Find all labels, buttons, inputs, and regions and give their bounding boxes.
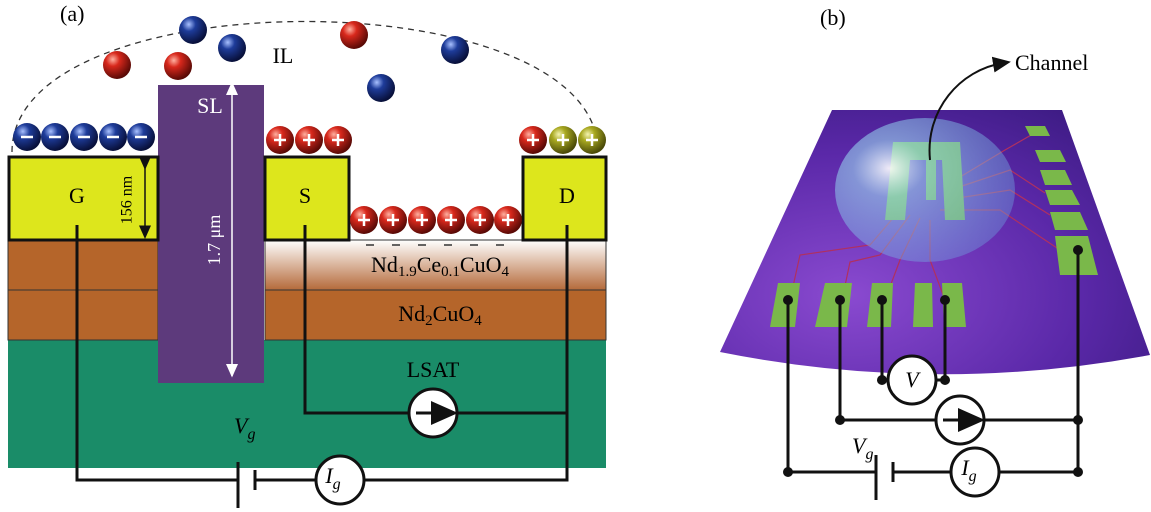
formula: Nd1.9Ce0.1CuO4: [371, 252, 509, 280]
symbol-part: g: [333, 476, 341, 493]
wire: [303, 225, 567, 415]
gate-electrode: [7, 155, 160, 242]
liquid-outline: [11, 20, 599, 153]
formula-part: 2: [425, 313, 433, 329]
dimension-label: 1.7 μm: [204, 215, 224, 266]
formula-part: Nd: [398, 301, 425, 326]
formula: Nd2CuO4: [398, 301, 482, 329]
label: S: [299, 183, 311, 208]
ions: [13, 16, 606, 234]
wire: [75, 225, 569, 482]
panel-b: (b) Channel V Vg Ig: [720, 5, 1150, 500]
ion: [340, 21, 368, 49]
substrate: [8, 340, 606, 468]
symbol-part: g: [865, 446, 873, 463]
symbol-part: V: [234, 413, 250, 438]
ion: [164, 52, 192, 80]
voltmeter: [886, 354, 938, 406]
label: G: [69, 183, 85, 208]
droplet: [835, 118, 1015, 262]
ammeter: [314, 454, 366, 506]
ion: [218, 34, 246, 62]
ion: [103, 51, 131, 79]
label: Channel: [1015, 50, 1088, 75]
dimension-label: 156 nm: [119, 175, 136, 224]
panel-label: (b): [820, 5, 846, 30]
label: SL: [197, 93, 223, 118]
symbol: Vg: [852, 433, 873, 463]
symbol-part: I: [960, 455, 970, 480]
label: LSAT: [407, 357, 460, 382]
symbol-part: g: [247, 426, 255, 443]
source-electrode: [263, 155, 351, 242]
formula-part: 1.9: [398, 264, 417, 280]
label: IL: [273, 43, 294, 68]
ion: [179, 16, 207, 44]
formula-part: CuO: [460, 252, 502, 277]
symbol-part: g: [969, 468, 977, 485]
symbol: Ig: [324, 463, 340, 493]
symbol: Vg: [234, 413, 255, 443]
ion: [367, 74, 395, 102]
layer: [7, 289, 159, 341]
formula-part: Ce: [417, 252, 441, 277]
formula-part: 0.1: [441, 264, 460, 280]
panel-a: (a) IL SL G S D 156 nm 1.7 μm Nd1.9Ce0.1…: [7, 1, 608, 508]
slot: [158, 85, 264, 383]
panel-label: (a): [60, 1, 84, 26]
formula-part: CuO: [433, 301, 475, 326]
nco-layer: [264, 289, 607, 341]
formula-part: 4: [501, 264, 509, 280]
junctions: [783, 245, 1083, 477]
formula-part: 4: [474, 313, 482, 329]
drain-electrode: [521, 155, 608, 242]
ammeter: [949, 446, 1001, 498]
symbol-part: I: [324, 463, 334, 488]
label: D: [559, 183, 575, 208]
layer: [7, 239, 159, 291]
symbol: Ig: [960, 455, 976, 485]
formula-part: Nd: [371, 252, 398, 277]
pointer: [928, 56, 1011, 161]
symbol-part: V: [852, 433, 868, 458]
ion: [441, 36, 469, 64]
symbol: V: [905, 367, 921, 392]
